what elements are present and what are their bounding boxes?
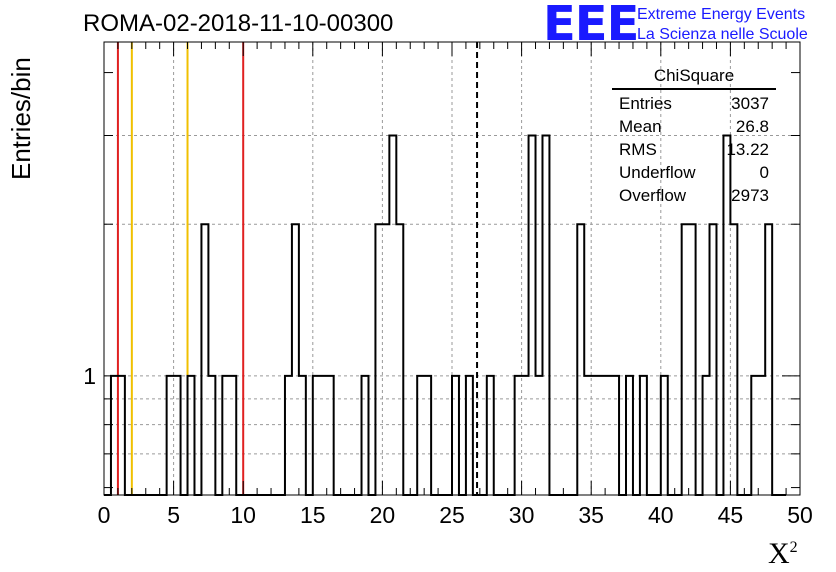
y-tick-label: 1 (83, 363, 96, 389)
logo-subtitle-2: La Scienza nelle Scuole (637, 26, 808, 43)
chart-title: ROMA-02-2018-11-10-00300 (83, 10, 394, 37)
stats-row: Entries 3037 (612, 92, 776, 115)
stats-title: ChiSquare (612, 66, 776, 90)
stats-value: 13.22 (726, 140, 769, 159)
stats-value: 0 (759, 163, 769, 182)
x-tick-label: 15 (300, 502, 326, 528)
x-tick-label: 20 (370, 502, 396, 528)
stats-label: Underflow (619, 163, 696, 182)
stats-row: RMS 13.22 (612, 138, 776, 161)
x-tick-label: 25 (439, 502, 465, 528)
stats-label: Mean (619, 117, 662, 136)
x-axis-label: X2 (768, 537, 798, 571)
stats-label: RMS (619, 140, 657, 159)
stats-row: Underflow 0 (612, 161, 776, 184)
x-axis-label-superscript: 2 (789, 539, 798, 556)
x-tick-label: 35 (578, 502, 604, 528)
stats-row: Overflow 2973 (612, 184, 776, 207)
stats-rows: Entries 3037 Mean 26.8 RMS 13.22 Underflow 0 Ove… (612, 92, 776, 207)
x-tick-label: 5 (167, 502, 180, 528)
x-axis-label-base: X (768, 537, 790, 570)
x-tick-label: 40 (648, 502, 674, 528)
stats-box: ChiSquare Entries 3037 Mean 26.8 RMS 13.22 Und… (612, 66, 776, 207)
stats-value: 3037 (731, 94, 769, 113)
stats-label: Overflow (619, 186, 687, 205)
eee-logo: EEE (543, 0, 639, 52)
x-tick-label: 50 (787, 502, 813, 528)
x-tick-label: 45 (718, 502, 744, 528)
x-tick-label: 30 (509, 502, 535, 528)
logo-subtitle-1: Extreme Energy Events (637, 6, 806, 23)
x-tick-label: 10 (230, 502, 256, 528)
x-tick-label: 0 (98, 502, 111, 528)
stats-row: Mean 26.8 (612, 115, 776, 138)
stats-label: Entries (619, 94, 672, 113)
stats-value: 2973 (731, 186, 769, 205)
stats-value: 26.8 (735, 117, 769, 136)
